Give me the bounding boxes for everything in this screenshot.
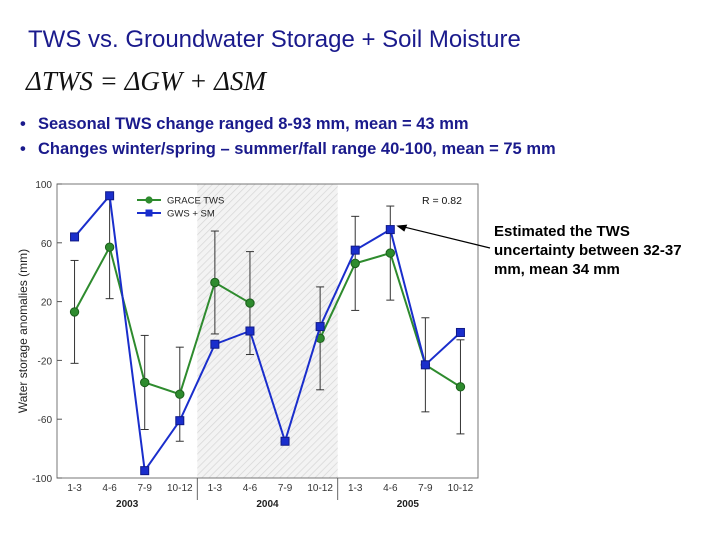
gws-sm-point — [280, 436, 290, 446]
annotation-arrow-head — [396, 224, 408, 232]
y-tick-label: 20 — [41, 298, 53, 309]
plot-frame — [56, 183, 479, 479]
annotation-arrow — [402, 225, 491, 249]
gws-sm-point — [245, 326, 255, 336]
year-label: 2004 — [256, 499, 279, 510]
correlation-label: R = 0.82 — [422, 195, 462, 207]
grace-tws-point — [245, 298, 255, 308]
equation: ΔTWS = ΔGW + ΔSM — [26, 66, 266, 96]
gws-sm-point — [105, 191, 115, 201]
y-tick-label: 100 — [35, 180, 52, 191]
y-tick-label: -20 — [38, 356, 53, 367]
y-axis-label: Water storage anomalies (mm) — [16, 249, 30, 413]
bullet-text: Changes winter/spring – summer/fall rang… — [38, 140, 556, 158]
x-tick-label: 10-12 — [307, 483, 333, 494]
gws-sm-point — [175, 416, 185, 426]
x-tick-label: 7-9 — [278, 483, 293, 494]
x-tick-label: 4-6 — [383, 483, 398, 494]
grace-tws-point — [455, 382, 466, 392]
x-tick-label: 1-3 — [208, 483, 223, 494]
y-tick-label: -100 — [32, 474, 52, 485]
gws-sm-point — [455, 327, 465, 337]
gws-sm-point — [70, 232, 80, 242]
year-label: 2003 — [116, 499, 139, 510]
grace-tws-point — [210, 277, 220, 288]
series-line-grace-tws — [73, 244, 251, 396]
x-tick-label: 1-3 — [67, 483, 82, 494]
x-tick-label: 7-9 — [137, 483, 152, 494]
grace-tws-point — [140, 377, 150, 388]
uncertainty-annotation: Estimated the TWS uncertainty between 32… — [494, 223, 682, 278]
x-tick-label: 1-3 — [348, 483, 363, 494]
shaded-year-band — [197, 184, 338, 478]
x-tick-label: 4-6 — [102, 483, 117, 494]
gws-sm-point — [210, 339, 220, 349]
grace-tws-point — [104, 242, 115, 252]
legend-label: GWS + SM — [167, 209, 215, 220]
x-tick-label: 10-12 — [167, 483, 193, 494]
y-tick-label: -60 — [38, 415, 53, 426]
bullet-dot-icon: • — [20, 140, 26, 158]
bullet-list: • Seasonal TWS change ranged 8-93 mm, mea… — [20, 112, 556, 162]
storage-anomaly-chart: 100 60 20 -20 -60 -100 Water storage anomalies… — [16, 180, 491, 510]
gws-sm-point — [420, 360, 430, 370]
y-tick-label: 60 — [41, 239, 53, 250]
bullet-dot-icon: • — [20, 115, 26, 133]
bullet-text: Seasonal TWS change ranged 8-93 mm, mean… — [38, 115, 469, 133]
legend-label: GRACE TWS — [167, 196, 224, 207]
gws-sm-point — [385, 225, 395, 235]
x-tick-label: 7-9 — [418, 483, 433, 494]
grace-tws-point — [385, 248, 395, 258]
year-label: 2005 — [397, 499, 420, 510]
x-tick-label: 4-6 — [243, 483, 258, 494]
gws-sm-point — [140, 466, 150, 476]
series-line-gws-sm — [73, 193, 462, 474]
grace-tws-point — [175, 389, 185, 399]
bullet-item: • Seasonal TWS change ranged 8-93 mm, mea… — [20, 112, 556, 137]
gws-sm-point — [350, 245, 360, 255]
bullet-item: • Changes winter/spring – summer/fall ran… — [20, 137, 556, 162]
grace-tws-point — [69, 307, 80, 317]
legend-circle-icon — [145, 196, 153, 204]
x-tick-label: 10-12 — [448, 483, 474, 494]
gws-sm-point — [315, 322, 325, 332]
grace-tws-point — [350, 258, 360, 269]
legend-square-icon — [145, 209, 153, 217]
slide-title: TWS vs. Groundwater Storage + Soil Moist… — [28, 26, 521, 53]
shaded-year-tint — [197, 184, 338, 478]
